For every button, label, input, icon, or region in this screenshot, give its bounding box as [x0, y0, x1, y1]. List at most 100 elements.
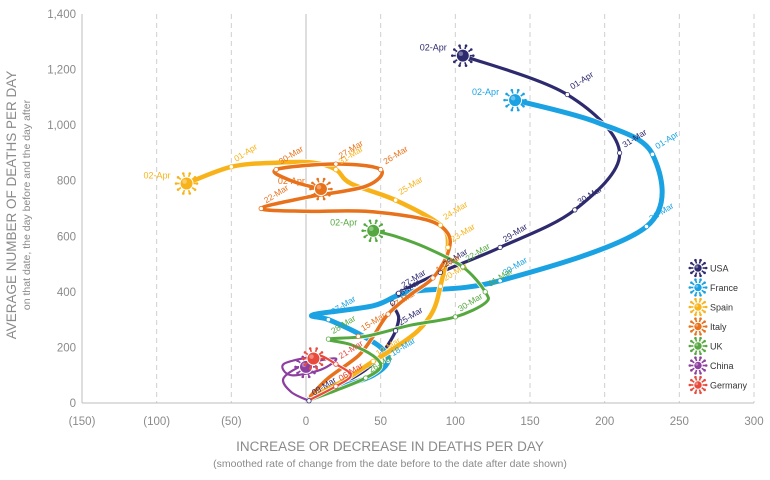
- data-point-uk: [482, 289, 488, 295]
- data-point-usa: [497, 244, 503, 250]
- point-label-usa: 01-Apr: [568, 69, 595, 91]
- data-point-spain: [370, 358, 376, 364]
- data-point-usa: [306, 398, 312, 404]
- data-point-usa: [395, 290, 402, 296]
- y-tick-label: 200: [57, 342, 76, 354]
- x-tick-label: 200: [595, 416, 614, 428]
- data-point-germany: [333, 361, 339, 367]
- x-tick-label: 250: [670, 416, 689, 428]
- data-point-uk: [363, 375, 369, 381]
- legend-item-uk: UK: [688, 336, 723, 356]
- x-axis-title: INCREASE OR DECREASE IN DEATHS PER DAY: [236, 439, 544, 454]
- data-point-spain: [228, 164, 234, 170]
- x-tick-label: 50: [374, 416, 387, 428]
- data-point-usa: [572, 207, 578, 213]
- data-point-italy: [355, 333, 361, 339]
- legend-label-china: China: [710, 361, 734, 371]
- legend-marker-italy: [688, 317, 708, 336]
- x-tick-label: (100): [143, 416, 170, 428]
- data-point-spain: [333, 167, 339, 173]
- data-point-usa: [616, 150, 623, 156]
- data-point-france: [385, 358, 391, 364]
- y-tick-label: 400: [57, 287, 76, 299]
- point-label-france: 02-Apr: [472, 87, 499, 97]
- end-marker-italy: [309, 177, 333, 201]
- data-point-uk: [460, 264, 466, 270]
- grid-lines: [156, 14, 755, 403]
- point-label-spain: 25-Mar: [396, 174, 424, 197]
- data-point-italy: [258, 205, 264, 212]
- end-marker-spain: [174, 172, 199, 195]
- point-label-spain: 23-Mar: [449, 221, 477, 244]
- point-label-italy: 02-Apr: [278, 176, 305, 186]
- legend-label-usa: USA: [710, 264, 729, 274]
- y-tick-label: 800: [57, 176, 76, 188]
- x-tick-label: 0: [303, 416, 309, 428]
- data-point-usa: [390, 300, 396, 306]
- data-point-spain: [445, 244, 451, 250]
- x-tick-label: 150: [520, 416, 539, 428]
- legend: USA France Spain Italy UK China Germany: [688, 258, 748, 395]
- series-layer: [183, 53, 666, 404]
- legend-item-germany: Germany: [688, 375, 748, 395]
- legend-label-uk: UK: [710, 342, 723, 352]
- legend-item-usa: USA: [688, 258, 729, 278]
- y-axis-title: AVERAGE NUMBER OF DEATHS PER DAY: [4, 71, 19, 340]
- legend-item-france: France: [688, 278, 738, 297]
- data-point-spain: [392, 197, 399, 203]
- data-point-france: [643, 223, 650, 230]
- series-france: [305, 96, 666, 403]
- data-point-germany: [333, 383, 339, 389]
- x-tick-label: (50): [221, 416, 242, 428]
- end-marker-france: [503, 88, 527, 112]
- data-point-italy: [430, 275, 436, 281]
- x-tick-label: 300: [744, 416, 763, 428]
- y-axis-subtitle: on that date, the day before and the day…: [21, 99, 33, 310]
- point-label-spain: 01-Apr: [232, 141, 259, 163]
- series-line-france: [306, 97, 665, 402]
- data-point-italy: [273, 167, 279, 173]
- legend-marker-uk: [688, 336, 708, 356]
- y-tick-label: 1,000: [47, 120, 76, 132]
- legend-marker-usa: [688, 258, 708, 278]
- legend-item-spain: Spain: [688, 297, 733, 317]
- point-label-usa: 02-Apr: [420, 43, 447, 53]
- axes: (150) (100) (50) 0 50 100 150 200 250 300 0 200 400 6…: [47, 9, 763, 428]
- data-point-spain: [437, 283, 443, 289]
- x-tick-label: 100: [446, 416, 465, 428]
- point-label-usa: 30-Mar: [576, 184, 604, 207]
- data-point-spain: [437, 222, 443, 228]
- x-axis-subtitle: (smoothed rate of change from the date b…: [213, 458, 567, 470]
- data-point-usa: [437, 269, 443, 276]
- end-marker-germany: [301, 347, 326, 370]
- point-label-spain: 02-Apr: [144, 170, 171, 180]
- x-tick-label: (150): [69, 416, 96, 428]
- data-point-italy: [378, 167, 384, 173]
- data-point-usa: [564, 91, 570, 98]
- legend-item-italy: Italy: [688, 317, 727, 336]
- y-tick-label: 1,200: [47, 65, 76, 77]
- series-line-uk: [307, 229, 490, 402]
- data-point-italy: [333, 161, 339, 167]
- series-uk: [306, 228, 491, 403]
- legend-label-italy: Italy: [710, 322, 727, 332]
- legend-marker-spain: [688, 297, 708, 317]
- legend-marker-france: [688, 278, 708, 297]
- end-marker-uk: [361, 219, 386, 243]
- legend-label-france: France: [710, 283, 738, 293]
- data-point-france: [497, 278, 503, 284]
- end-marker-usa: [451, 44, 475, 67]
- point-label-spain: 24-Mar: [441, 199, 469, 222]
- legend-label-germany: Germany: [710, 381, 748, 391]
- y-tick-label: 0: [70, 398, 76, 410]
- point-label-uk: 02-Apr: [330, 218, 357, 228]
- data-point-italy: [385, 311, 391, 317]
- y-tick-label: 1,400: [47, 9, 76, 21]
- point-label-france: 01-Apr: [653, 129, 680, 151]
- data-point-france: [325, 317, 331, 323]
- data-point-france: [649, 151, 656, 157]
- point-label-italy: 26-Mar: [381, 143, 409, 166]
- point-labels: 09-Mar25-Mar26-Mar27-Mar28-Mar29-Mar30-M…: [144, 43, 680, 404]
- y-tick-label: 600: [57, 231, 76, 243]
